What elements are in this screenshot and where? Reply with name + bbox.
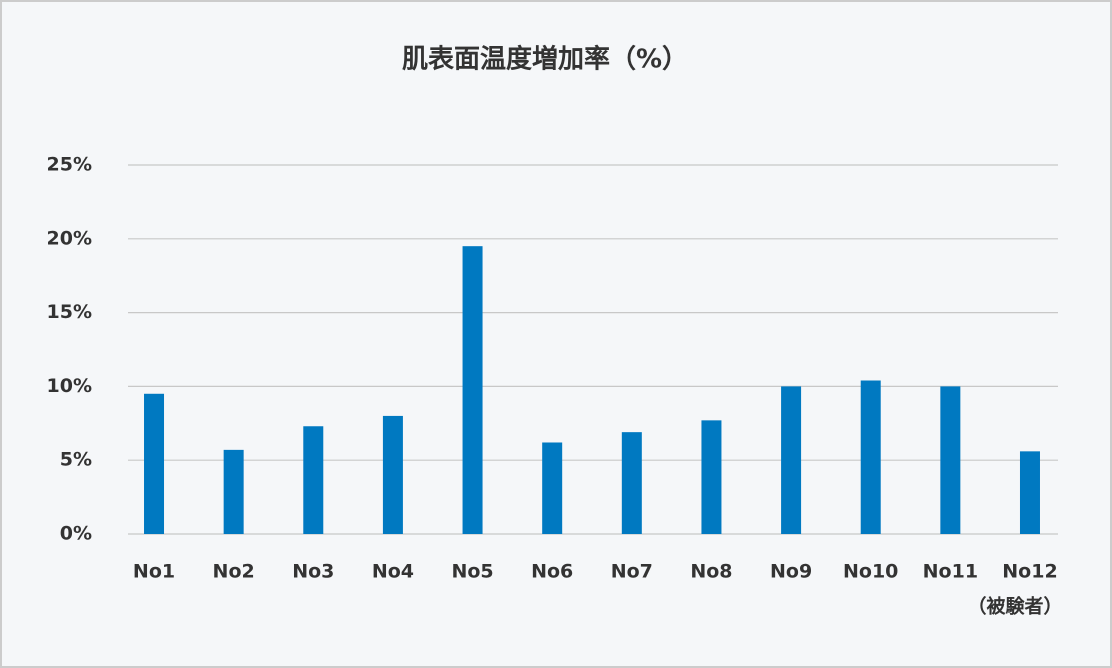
x-tick-label: No4 (372, 561, 414, 583)
y-tick-label: 25% (47, 154, 92, 176)
y-tick-label: 15% (47, 301, 92, 323)
x-tick-label: No5 (451, 561, 493, 583)
bar (1019, 451, 1040, 534)
bar (462, 246, 483, 534)
x-tick-label: No10 (843, 561, 898, 583)
bar (303, 426, 324, 534)
x-tick-label: No11 (923, 561, 978, 583)
bar (940, 386, 961, 534)
bar (701, 420, 722, 534)
bar (542, 442, 563, 534)
bar (860, 380, 881, 534)
x-tick-label: No3 (292, 561, 334, 583)
y-tick-label: 5% (60, 449, 92, 471)
x-tick-label: No6 (531, 561, 573, 583)
bar (382, 415, 403, 534)
bar (223, 449, 244, 534)
y-tick-label: 10% (47, 375, 92, 397)
x-tick-label: No2 (213, 561, 255, 583)
y-tick-label: 0% (60, 523, 92, 545)
bar (621, 432, 642, 534)
chart-title: 肌表面温度増加率（%） (402, 44, 688, 75)
x-tick-label: No12 (1002, 561, 1057, 583)
x-tick-label: No7 (611, 561, 653, 583)
y-tick-label: 20% (47, 227, 92, 249)
bar (144, 393, 165, 534)
x-axis-label: （被験者） (967, 595, 1062, 618)
x-tick-label: No8 (690, 561, 732, 583)
x-tick-label: No1 (133, 561, 175, 583)
x-tick-label: No9 (770, 561, 812, 583)
bar (781, 386, 802, 534)
